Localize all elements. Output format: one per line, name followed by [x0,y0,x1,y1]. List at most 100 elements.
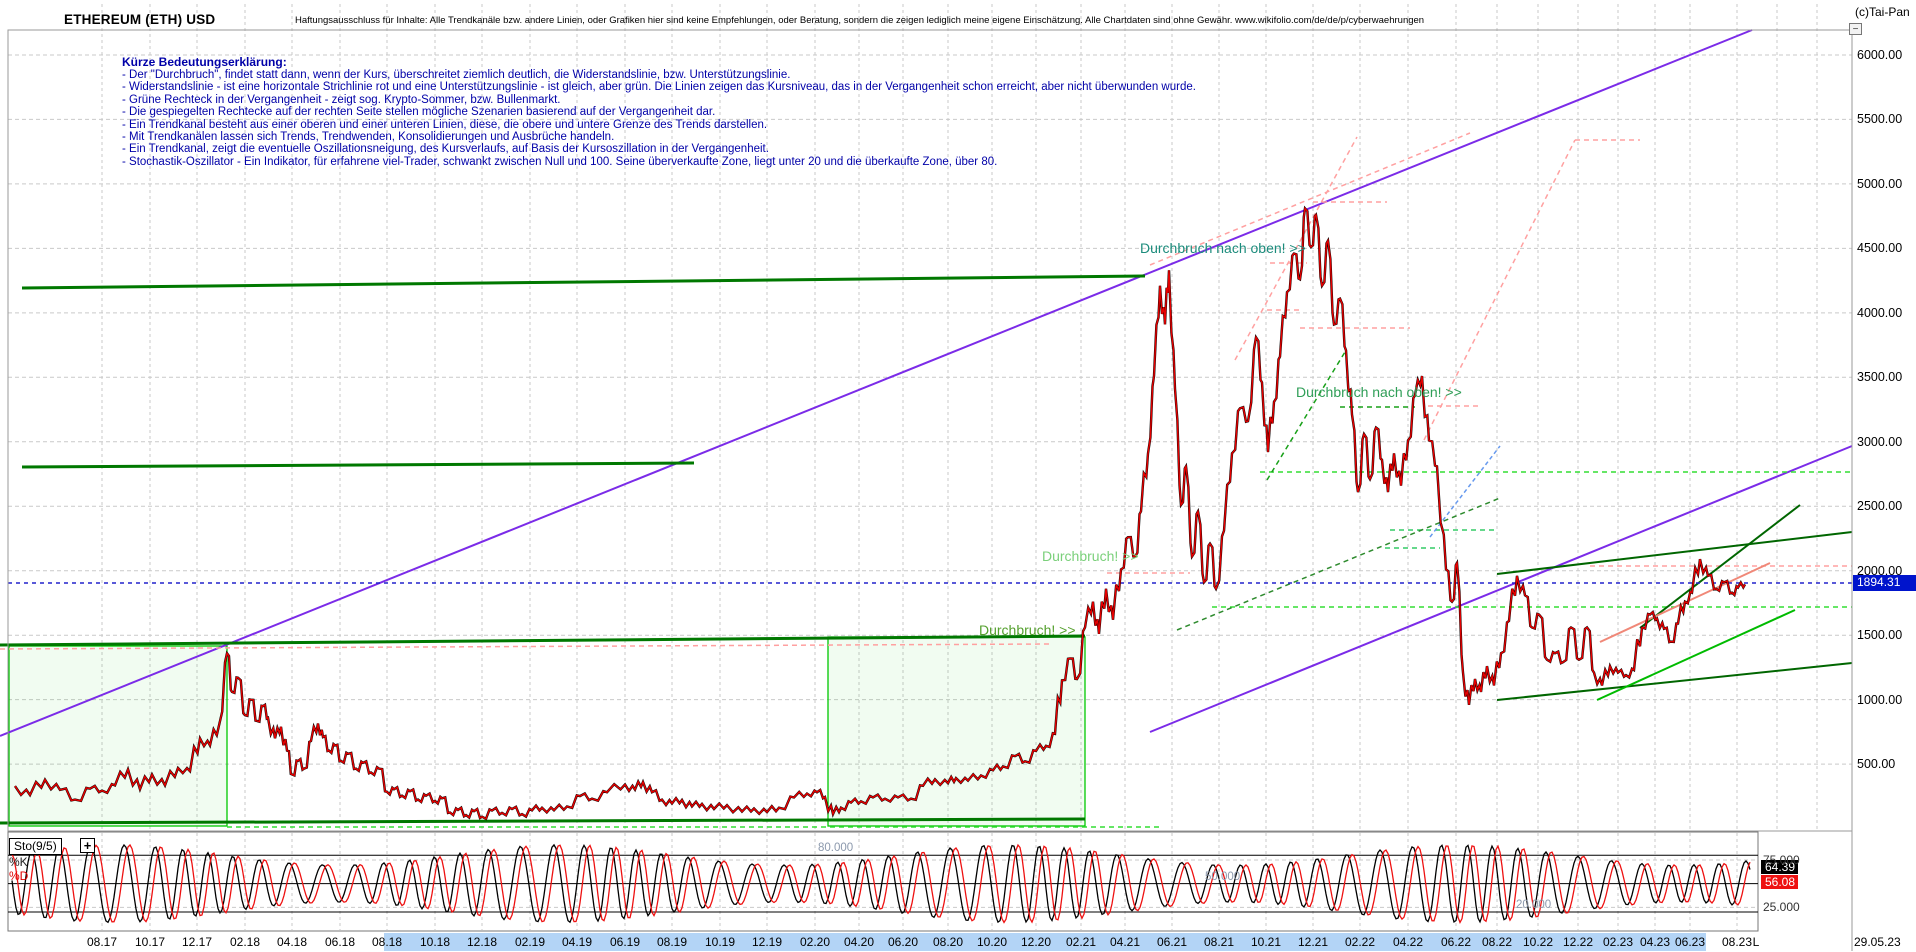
date-label: 10.18 [419,935,451,949]
price-axis-label: 2500.00 [1857,499,1903,514]
stochastic-d-path [11,843,1751,924]
stochastic-d-label: %D [9,869,29,883]
trend-line [0,643,1053,650]
legend-line: - Der "Durchbruch", findet statt dann, w… [122,69,791,81]
trend-line [21,274,1146,290]
date-label: 04.21 [1109,935,1141,949]
price-axis-label: 6000.00 [1857,47,1903,62]
date-label: 08.18 [371,935,403,949]
copyright-label: (c)Tai-Pan [1855,5,1910,19]
axis-label-last: L [1752,935,1760,949]
date-label: 06.23 [1674,935,1706,949]
date-label: 02.20 [799,935,831,949]
legend-line: - Ein Trendkanal besteht aus einer obere… [122,118,768,131]
k-value-badge: 64.39 [1761,860,1799,874]
date-label: 06.22 [1440,935,1472,949]
date-label: 12.19 [751,935,783,949]
trend-line [1234,136,1358,361]
price-axis-label: 1000.00 [1857,692,1903,707]
breakout-annotation: Durchbruch nach oben! >> [1296,384,1462,400]
price-axis-label: 4500.00 [1857,241,1903,256]
date-label: 08.19 [656,935,688,949]
date-label: 06.20 [887,935,919,949]
price-series-path [14,206,1746,820]
date-label: 10.19 [704,935,736,949]
date-label: 04.18 [276,935,308,949]
breakout-annotation: Durchbruch! >> [1042,548,1139,564]
price-axis-label: 3000.00 [1857,434,1903,449]
trend-line [21,461,695,469]
date-label: 12.20 [1020,935,1052,949]
price-axis-label: 3500.00 [1857,370,1903,385]
date-label: 08.23 [1721,935,1753,949]
price-axis-label: 1500.00 [1857,628,1903,643]
date-label: 12.21 [1297,935,1329,949]
trend-line [0,817,1086,825]
stochastic-k-path [11,843,1751,924]
trend-line [0,29,1753,737]
trend-line [1596,609,1796,701]
trend-line [1423,139,1576,441]
legend-line: - Widerstandslinie - ist eine horizontal… [122,81,1196,94]
date-label: 06.21 [1156,935,1188,949]
date-label: 08.20 [932,935,964,949]
add-indicator-button[interactable]: + [80,838,95,853]
last-price-badge: 1894.31 [1853,575,1916,591]
d-value-badge: 56.08 [1761,875,1799,889]
date-range-highlight [384,933,1706,951]
price-axis-label: 2000.00 [1857,563,1903,578]
date-label: 02.18 [229,935,261,949]
oscillator-level-label: 50.000 [1205,870,1241,883]
date-label: 08.21 [1203,935,1235,949]
trend-line [1496,662,1853,701]
trend-line [1176,497,1501,631]
last-date-label: 29.05.23 [1854,935,1901,949]
legend-line: - Die gespiegelten Rechtecke auf der rec… [122,106,716,119]
date-label: 02.23 [1602,935,1634,949]
date-label: 12.22 [1562,935,1594,949]
date-label: 10.22 [1522,935,1554,949]
legend-line: - Grüne Rechteck in der Vergangenheit - … [122,93,561,106]
date-label: 06.19 [609,935,641,949]
date-label: 12.17 [181,935,213,949]
trend-line [1149,132,1471,266]
date-label: 08.17 [86,935,118,949]
trend-line [1496,531,1853,575]
price-axis-label: 500.00 [1857,757,1896,772]
oscillator-axis-label: 75.000 [1763,852,1800,867]
legend-line: - Ein Trendkanal, zeigt die eventuelle O… [122,143,769,156]
collapse-panel-button[interactable]: − [1849,23,1862,35]
page-title: ETHEREUM (ETH) USD [64,12,216,27]
date-label: 04.22 [1392,935,1424,949]
date-label: 04.23 [1639,935,1671,949]
trend-line [1639,504,1801,629]
price-axis-label: 5000.00 [1857,176,1903,191]
date-label: 12.18 [466,935,498,949]
breakout-annotation: Durchbruch! >> [979,622,1076,638]
date-label: 08.22 [1481,935,1513,949]
stochastic-k-label: %K [9,855,28,869]
date-label: 10.21 [1250,935,1282,949]
indicator-name-box[interactable]: Sto(9/5) [9,838,62,855]
date-label: 02.19 [514,935,546,949]
legend-line: - Stochastik-Oszillator - Ein Indikator,… [122,155,998,168]
krypto-sommer-box [8,645,228,827]
disclaimer-text: Haftungsausschluss für Inhalte: Alle Tre… [295,15,1425,26]
trend-line [1149,445,1853,733]
legend-line: - Mit Trendkanälen lassen sich Trends, T… [122,131,615,144]
oscillator-level-label: 20.000 [1516,899,1552,912]
date-label: 06.18 [324,935,356,949]
date-label: 10.20 [976,935,1008,949]
price-axis-label: 5500.00 [1857,112,1903,127]
legend-block: Kürze Bedeutungserklärung: - Der "Durchb… [122,55,1196,168]
date-label: 04.19 [561,935,593,949]
breakout-annotation: Durchbruch nach oben! >> [1140,240,1306,256]
date-label: 02.21 [1065,935,1097,949]
legend-heading: Kürze Bedeutungserklärung: [122,55,287,69]
oscillator-axis-label: 25.000 [1763,900,1800,915]
price-axis-label: 4000.00 [1857,305,1903,320]
date-label: 02.22 [1344,935,1376,949]
oscillator-panel-frame [7,831,1759,932]
